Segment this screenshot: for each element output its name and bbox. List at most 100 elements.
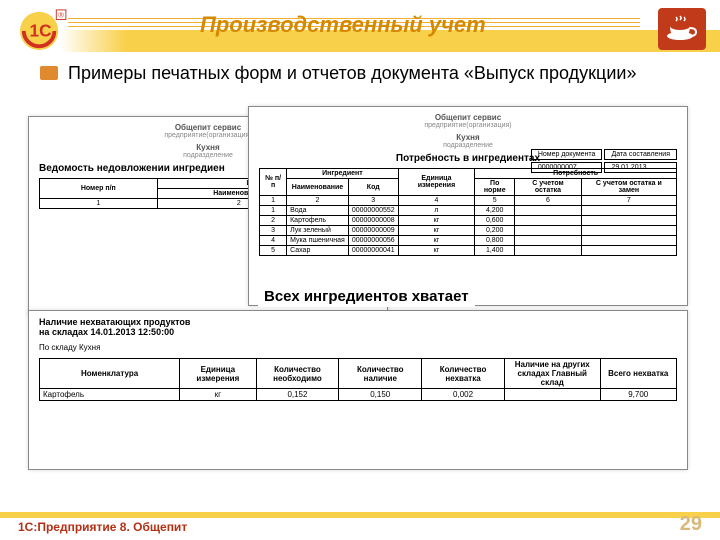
- r2-c2: Код: [348, 179, 398, 196]
- table-cell: 00000000008: [348, 216, 398, 226]
- r3-r3: 0,150: [339, 389, 422, 401]
- table-cell: кг: [398, 226, 475, 236]
- footer-product-name: 1С:Предприятие 8. Общепит: [18, 520, 187, 534]
- docdate-value: 29.01.2013: [604, 162, 677, 173]
- r3-r0: Картофель: [40, 389, 180, 401]
- r2-n2: 3: [348, 196, 398, 206]
- r2-n0: 1: [260, 196, 287, 206]
- table-cell: [581, 226, 676, 236]
- table-cell: кг: [398, 236, 475, 246]
- table-cell: [581, 236, 676, 246]
- bullet-box-icon: [40, 66, 58, 80]
- r3-c5: Наличие на других складах Главный склад: [504, 359, 600, 389]
- all-ingredients-ok-message: Всех ингредиентов хватает: [258, 286, 475, 307]
- r3-title1: Наличие нехватающих продуктов: [39, 317, 677, 327]
- r3-subtitle: По складу Кухня: [39, 343, 677, 352]
- table-row: 5Сахар00000000041кг1,400: [260, 246, 677, 256]
- unit-name-2: Кухня: [259, 133, 677, 142]
- report-sheet-availability: Наличие нехватающих продуктов на складах…: [28, 310, 688, 470]
- table-cell: Сахар: [287, 246, 349, 256]
- r2-n5: 6: [515, 196, 582, 206]
- r2-n1: 2: [287, 196, 349, 206]
- r1-cn-1: 1: [40, 199, 158, 209]
- slide-title: Производственный учет: [200, 12, 486, 38]
- logo-1c: 1С ®: [12, 8, 70, 52]
- table-cell: 00000000552: [348, 206, 398, 216]
- r2-c5: С учетом остатка: [515, 179, 582, 196]
- table-cell: 1,400: [475, 246, 515, 256]
- table-cell: 00000000009: [348, 226, 398, 236]
- org-name-2: Общепит сервис: [259, 113, 677, 122]
- r3-c1: Единица измерения: [180, 359, 256, 389]
- page-number: 29: [680, 513, 702, 536]
- table-cell: [515, 236, 582, 246]
- table-cell: 0,200: [475, 226, 515, 236]
- r1-col-num: Номер п/п: [40, 179, 158, 199]
- r2-n4: 5: [475, 196, 515, 206]
- r3-r5: [504, 389, 600, 401]
- table-row: 2Картофель00000000008кг0,600: [260, 216, 677, 226]
- report3-table: Номенклатура Единица измерения Количеств…: [39, 358, 677, 401]
- svg-text:®: ®: [58, 11, 64, 20]
- table-cell: 00000000041: [348, 246, 398, 256]
- table-cell: 3: [260, 226, 287, 236]
- r3-title2: на складах 14.01.2013 12:50:00: [39, 327, 677, 337]
- table-row: 1Вода00000000552л4,200: [260, 206, 677, 216]
- table-cell: Вода: [287, 206, 349, 216]
- slide: 1С ® Производственный учет Примеры печат…: [0, 0, 720, 540]
- r3-c2: Количество необходимо: [256, 359, 339, 389]
- docnum-value: 0000000007: [531, 162, 603, 173]
- table-cell: [515, 226, 582, 236]
- table-cell: [515, 216, 582, 226]
- table-cell: л: [398, 206, 475, 216]
- footer-stripe: [0, 512, 720, 518]
- docnum-label: Номер документа: [531, 149, 603, 160]
- table-cell: Мука пшеничная: [287, 236, 349, 246]
- r3-r1: кг: [180, 389, 256, 401]
- table-cell: 4,200: [475, 206, 515, 216]
- table-cell: 4: [260, 236, 287, 246]
- table-cell: [581, 246, 676, 256]
- r3-r6: 9,700: [600, 389, 677, 401]
- docdate-label: Дата составления: [604, 149, 677, 160]
- bullet-text: Примеры печатных форм и отчетов документ…: [68, 62, 636, 85]
- table-row: 3Лук зеленый00000000009кг0,200: [260, 226, 677, 236]
- table-cell: Картофель: [287, 216, 349, 226]
- org-type-label-2: предприятие(организация): [259, 122, 677, 129]
- r2-c0: № п/п: [260, 169, 287, 196]
- r2-c6: С учетом остатка и замен: [581, 179, 676, 196]
- bullet-row: Примеры печатных форм и отчетов документ…: [40, 62, 700, 85]
- table-cell: [581, 206, 676, 216]
- table-cell: 1: [260, 206, 287, 216]
- r3-c6: Всего нехватка: [600, 359, 677, 389]
- r2-c4: По норме: [475, 179, 515, 196]
- r2-g-ing: Ингредиент: [287, 169, 399, 179]
- r3-c3: Количество наличие: [339, 359, 422, 389]
- table-cell: Лук зеленый: [287, 226, 349, 236]
- table-cell: 5: [260, 246, 287, 256]
- report2-table: № п/п Ингредиент Единица измерения Потре…: [259, 168, 677, 256]
- doc-info-box: Номер документа Дата составления 0000000…: [529, 147, 679, 175]
- table-cell: 0,600: [475, 216, 515, 226]
- reports-area: Общепит сервис предприятие(организация) …: [28, 116, 702, 480]
- report-sheet-need: Общепит сервис предприятие(организация) …: [248, 106, 688, 306]
- r2-c1: Наименование: [287, 179, 349, 196]
- coffee-cup-icon: [658, 8, 706, 50]
- r2-n6: 7: [581, 196, 676, 206]
- table-row: 4Мука пшеничная00000000056кг0,800: [260, 236, 677, 246]
- r3-r2: 0,152: [256, 389, 339, 401]
- table-cell: 2: [260, 216, 287, 226]
- table-cell: кг: [398, 246, 475, 256]
- svg-text:1С: 1С: [30, 21, 52, 41]
- r3-c0: Номенклатура: [40, 359, 180, 389]
- table-cell: 0,800: [475, 236, 515, 246]
- table-cell: 00000000056: [348, 236, 398, 246]
- r2-c3: Единица измерения: [398, 169, 475, 196]
- r2-n3: 4: [398, 196, 475, 206]
- table-cell: [515, 246, 582, 256]
- table-cell: [581, 216, 676, 226]
- table-cell: кг: [398, 216, 475, 226]
- r3-c4: Количество нехватка: [422, 359, 505, 389]
- table-cell: [515, 206, 582, 216]
- r3-r4: 0,002: [422, 389, 505, 401]
